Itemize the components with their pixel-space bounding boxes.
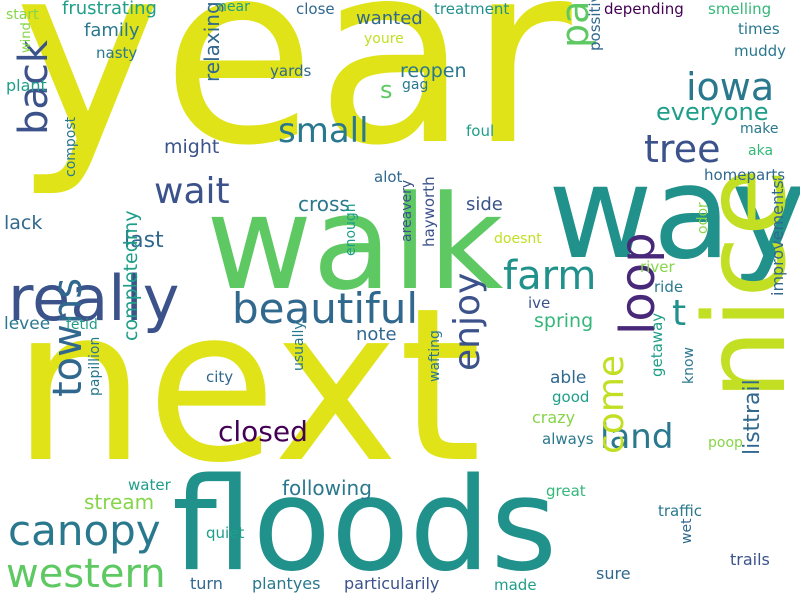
word-depending: depending	[604, 0, 684, 18]
word-river: river	[640, 258, 675, 276]
word-year: year	[14, 0, 572, 200]
word-crazy: crazy	[532, 408, 576, 427]
word-papillion: papillion	[87, 336, 103, 396]
word-odor: odor	[695, 202, 711, 234]
word-towns: towns	[45, 277, 91, 397]
word-levee: levee	[4, 314, 51, 334]
word-made: made	[494, 576, 537, 594]
word-note: note	[356, 324, 397, 345]
word-make: make	[740, 121, 779, 137]
word-wet: wet	[679, 518, 695, 544]
word-farm: farm	[503, 253, 597, 299]
word-traffic: traffic	[658, 502, 702, 520]
word-foul: foul	[466, 122, 495, 140]
word-spring: spring	[534, 310, 594, 332]
word-wanted: wanted	[356, 8, 423, 29]
word-water: water	[128, 476, 171, 494]
word-way: way	[548, 139, 800, 288]
word-canopy: canopy	[8, 506, 161, 555]
word-s: s	[380, 76, 393, 104]
word-improvements: improvements	[768, 180, 787, 296]
word-close: close	[296, 0, 335, 18]
word-stream: stream	[84, 490, 155, 514]
word-land: land	[600, 417, 674, 457]
word-fetid: fetid	[66, 317, 98, 333]
word-side: side	[466, 194, 503, 215]
word-areavery: areavery	[399, 179, 415, 242]
word-lack: lack	[4, 212, 43, 234]
word-small: small	[278, 111, 369, 151]
word-sure: sure	[596, 564, 631, 583]
word-family: family	[84, 20, 140, 41]
word-beautiful: beautiful	[232, 284, 419, 333]
word-particularily: particularily	[344, 574, 440, 593]
word-cross: cross	[298, 192, 350, 216]
word-everyone: everyone	[656, 98, 769, 126]
word-treatment: treatment	[434, 0, 510, 18]
word-gag: gag	[402, 77, 429, 93]
word-poop: poop	[708, 435, 743, 451]
word-wafting: wafting	[427, 330, 443, 382]
word-youre: youre	[364, 31, 404, 47]
word-muddy: muddy	[734, 42, 787, 60]
word-walk: walk	[206, 167, 504, 319]
word-next: next	[12, 262, 482, 509]
word-plantyes: plantyes	[252, 574, 321, 593]
word-city: city	[206, 368, 234, 386]
word-turn: turn	[190, 574, 223, 593]
word-good: good	[552, 388, 590, 406]
word-tree: tree	[644, 127, 721, 171]
word-last: last	[124, 228, 164, 253]
word-hayworth: hayworth	[420, 176, 438, 247]
word-usually: usually	[291, 321, 307, 371]
word-completedmy: completedmy	[120, 210, 142, 341]
word-times: times	[738, 20, 780, 38]
word-wind: wind	[19, 22, 34, 53]
word-able: able	[550, 368, 587, 388]
word-start: start	[6, 7, 39, 23]
word-listtrail: listtrail	[740, 379, 765, 455]
word-great: great	[546, 482, 586, 500]
word-yards: yards	[270, 62, 312, 80]
word-really: really	[8, 262, 180, 335]
word-come: come	[591, 354, 632, 454]
word-following: following	[282, 476, 372, 500]
word-trails: trails	[730, 550, 770, 569]
word-floods: floods	[172, 451, 558, 600]
word-reopen: reopen	[400, 60, 467, 82]
word-ive: ive	[528, 294, 551, 312]
word-homeparts: homeparts	[704, 166, 786, 184]
word-nasty: nasty	[96, 44, 138, 62]
word-western: western	[6, 551, 166, 597]
word-wait: wait	[154, 171, 230, 212]
word-iowa: iowa	[686, 65, 775, 109]
word-compost: compost	[63, 116, 79, 177]
word-t: t	[672, 293, 687, 334]
word-know: know	[681, 347, 697, 384]
word-smelling: smelling	[708, 0, 772, 18]
word-ride: ride	[654, 278, 684, 296]
word-alot: alot	[374, 168, 403, 186]
word-aka: aka	[748, 143, 774, 159]
word-doesnt: doesnt	[494, 231, 542, 247]
word-near: near	[218, 0, 250, 15]
word-enjoy: enjoy	[447, 272, 488, 371]
word-closed: closed	[218, 415, 308, 448]
word-always: always	[542, 430, 594, 448]
word-might: might	[164, 136, 220, 158]
word-getaway: getaway	[648, 312, 666, 377]
word-quiet: quiet	[206, 524, 245, 542]
word-enough: enough	[343, 203, 359, 256]
word-frustrating: frustrating	[62, 0, 157, 19]
word-plant: plant	[6, 76, 47, 95]
word-possitive: possitive	[586, 0, 604, 51]
